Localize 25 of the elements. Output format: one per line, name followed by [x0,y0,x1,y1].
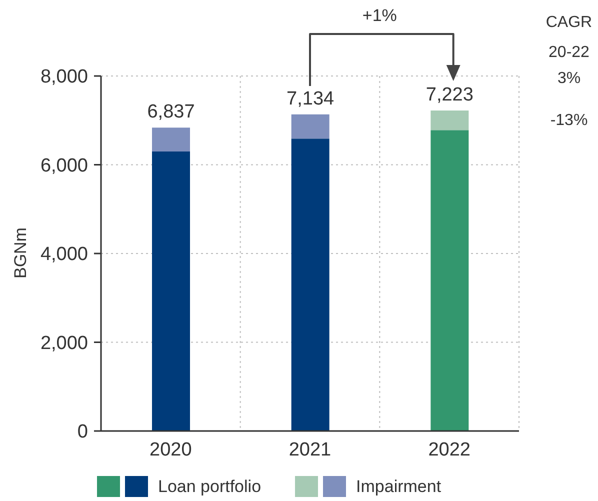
bar [152,128,190,152]
y-tick-label: 6,000 [40,155,88,176]
y-tick-label: 4,000 [40,244,88,266]
text: 3% [557,70,581,87]
bar [152,151,190,431]
total-label: 7,134 [286,88,335,110]
legend-label: Impairment [356,476,442,497]
bar [291,114,330,139]
x-tick-label: 2020 [150,439,192,460]
y-axis-title: BGNm [11,228,30,278]
y-tick-label: 8,000 [40,66,88,88]
bar [291,138,330,431]
x-tick-label: 2022 [428,439,470,460]
y-tick-label: 2,000 [40,332,88,354]
y-tick-label: 0 [77,422,88,443]
text: -13% [550,112,588,129]
x-tick-label: 2021 [288,439,332,460]
bar [430,110,469,130]
text: +1% [362,6,397,25]
text: 20-22 [548,44,590,61]
total-label: 6,837 [147,102,195,123]
text: CAGR [546,14,592,31]
legend-label: Loan portfolio [158,476,262,497]
bar [430,130,469,431]
total-label: 7,223 [426,84,474,106]
